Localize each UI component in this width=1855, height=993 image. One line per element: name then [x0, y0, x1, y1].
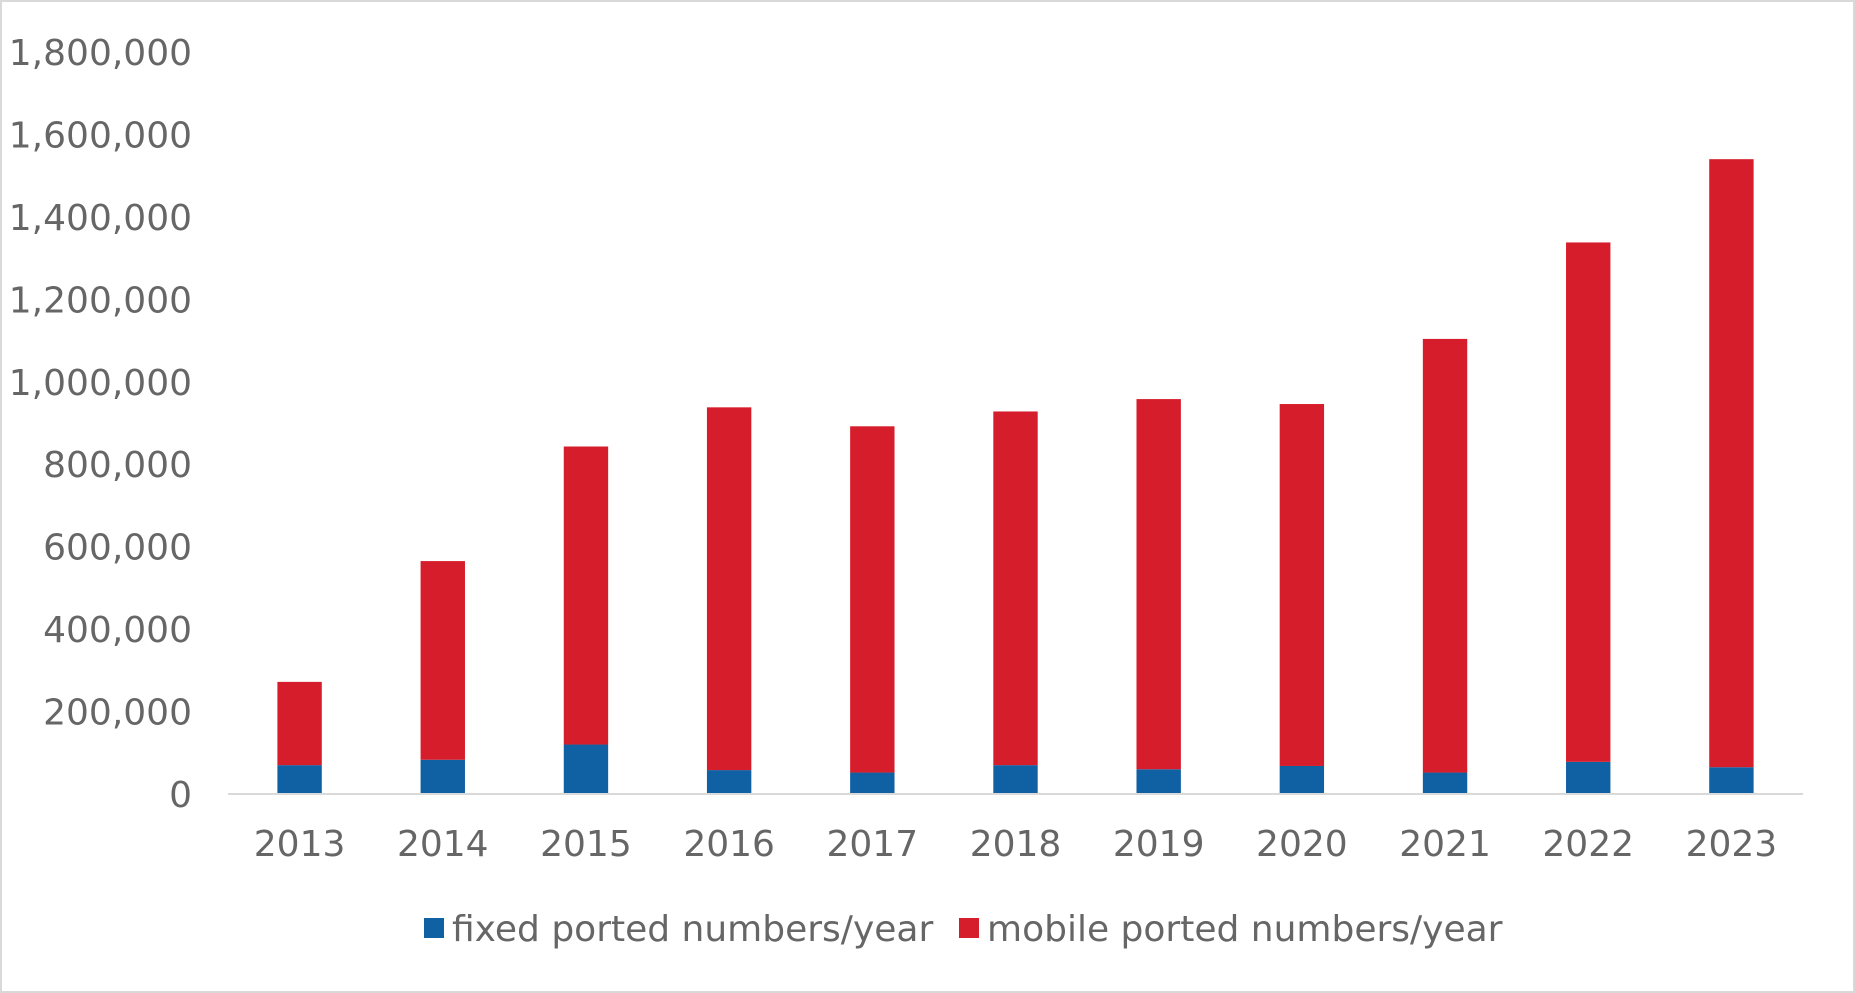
y-tick-label: 1,400,000	[9, 198, 192, 239]
legend-swatch	[959, 918, 979, 938]
bar-fixed-2022	[1566, 761, 1611, 794]
bar-mobile-2013	[277, 681, 322, 766]
bar-mobile-2021	[1422, 338, 1468, 773]
x-tick-label: 2013	[254, 824, 346, 865]
legend-swatch	[424, 918, 444, 938]
bar-fixed-2020	[1279, 765, 1325, 794]
bar-fixed-2014	[420, 759, 465, 794]
y-tick-label: 1,200,000	[9, 280, 192, 321]
bar-fixed-2016	[706, 770, 752, 794]
y-axis-ticks: 0 200,000 400,000 600,000 800,000 1,000,000 1,…	[9, 33, 192, 816]
bar-mobile-2016	[706, 407, 752, 771]
y-tick-label: 200,000	[43, 693, 192, 734]
y-tick-label: 800,000	[43, 445, 192, 486]
y-tick-label: 1,000,000	[9, 363, 192, 404]
bar-fixed-2015	[563, 744, 609, 794]
bars	[277, 159, 1754, 794]
x-tick-label: 2018	[970, 824, 1062, 865]
bar-fixed-2019	[1136, 769, 1181, 794]
bar-mobile-2014	[420, 561, 465, 760]
bar-mobile-2019	[1136, 399, 1181, 770]
legend-label: mobile ported numbers/year	[987, 909, 1503, 950]
x-tick-label: 2017	[827, 824, 919, 865]
x-axis-ticks: 2013 2014 2015 2016 2017 2018 2019 2020 2021 2022…	[254, 824, 1777, 865]
bar-mobile-2018	[993, 411, 1038, 766]
bar-mobile-2022	[1566, 242, 1611, 762]
bar-mobile-2015	[563, 446, 609, 745]
x-tick-label: 2022	[1542, 824, 1634, 865]
x-tick-label: 2016	[683, 824, 775, 865]
x-tick-label: 2015	[540, 824, 632, 865]
bar-mobile-2017	[850, 426, 895, 773]
bar-fixed-2021	[1422, 772, 1468, 794]
bar-mobile-2020	[1279, 404, 1325, 766]
x-tick-label: 2019	[1113, 824, 1205, 865]
bar-mobile-2023	[1709, 159, 1754, 768]
legend-label: fixed ported numbers/year	[452, 909, 933, 950]
x-tick-label: 2020	[1256, 824, 1348, 865]
bar-fixed-2018	[993, 765, 1038, 794]
y-tick-label: 1,600,000	[9, 115, 192, 156]
y-tick-label: 400,000	[43, 610, 192, 651]
bar-fixed-2023	[1709, 767, 1754, 794]
x-tick-label: 2023	[1686, 824, 1778, 865]
bar-fixed-2017	[850, 772, 895, 794]
x-tick-label: 2021	[1399, 824, 1491, 865]
y-tick-label: 1,800,000	[9, 33, 192, 74]
y-tick-label: 0	[169, 775, 192, 816]
y-tick-label: 600,000	[43, 528, 192, 569]
bar-fixed-2013	[277, 765, 322, 794]
legend: fixed ported numbers/year mobile ported n…	[424, 909, 1503, 950]
x-tick-label: 2014	[397, 824, 489, 865]
